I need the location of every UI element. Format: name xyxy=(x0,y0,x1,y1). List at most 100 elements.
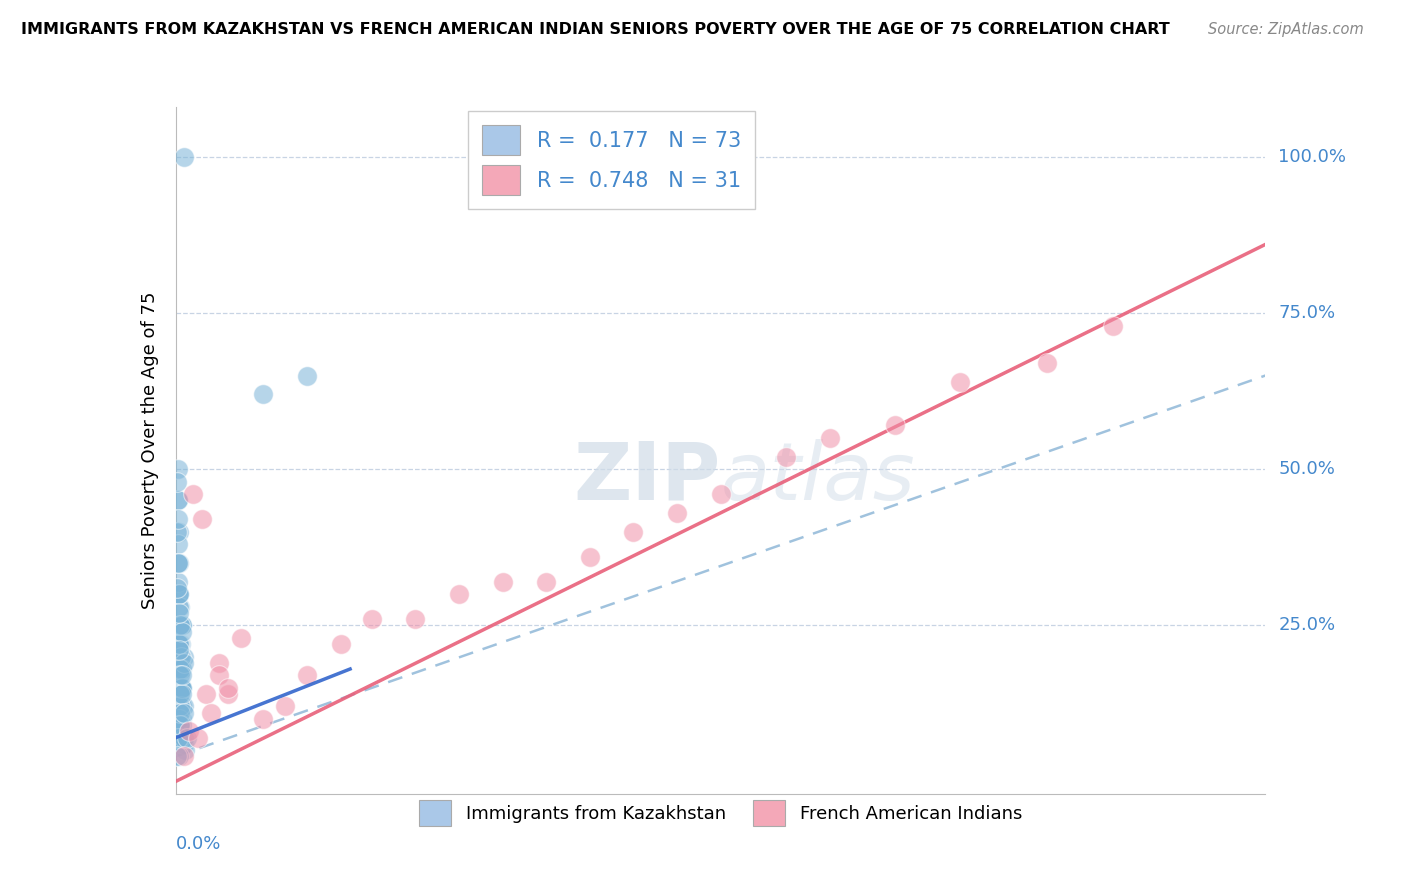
Point xyxy=(200,706,222,720)
Point xyxy=(172,681,194,695)
Point xyxy=(172,718,194,732)
Point xyxy=(169,699,191,714)
Point xyxy=(169,662,191,676)
Point xyxy=(169,731,191,745)
Legend: Immigrants from Kazakhstan, French American Indians: Immigrants from Kazakhstan, French Ameri… xyxy=(412,793,1029,833)
Point xyxy=(447,587,470,601)
Point xyxy=(169,618,191,632)
Point xyxy=(330,637,353,651)
Point xyxy=(169,706,191,720)
Point xyxy=(167,493,190,508)
Text: atlas: atlas xyxy=(721,439,915,517)
Point xyxy=(166,749,188,764)
Point xyxy=(167,731,190,745)
Point xyxy=(360,612,382,626)
Point xyxy=(167,712,190,726)
Point xyxy=(167,574,190,589)
Point xyxy=(818,431,841,445)
Point xyxy=(167,731,190,745)
Point xyxy=(172,699,194,714)
Point xyxy=(172,668,194,682)
Point xyxy=(173,699,195,714)
Text: IMMIGRANTS FROM KAZAKHSTAN VS FRENCH AMERICAN INDIAN SENIORS POVERTY OVER THE AG: IMMIGRANTS FROM KAZAKHSTAN VS FRENCH AME… xyxy=(21,22,1170,37)
Point xyxy=(172,687,194,701)
Point xyxy=(166,581,188,595)
Point xyxy=(621,524,644,539)
Point xyxy=(191,512,214,526)
Point xyxy=(169,699,191,714)
Point xyxy=(167,712,190,726)
Point xyxy=(174,743,197,757)
Point xyxy=(167,599,190,614)
Point xyxy=(884,418,907,433)
Point xyxy=(167,556,190,570)
Point xyxy=(181,487,204,501)
Point xyxy=(231,631,253,645)
Point xyxy=(167,556,190,570)
Y-axis label: Seniors Poverty Over the Age of 75: Seniors Poverty Over the Age of 75 xyxy=(141,292,159,609)
Point xyxy=(166,524,188,539)
Point xyxy=(170,649,193,664)
Point xyxy=(167,587,190,601)
Point xyxy=(579,549,602,564)
Point xyxy=(167,637,190,651)
Point xyxy=(167,512,190,526)
Point xyxy=(177,724,200,739)
Point xyxy=(169,681,191,695)
Text: ZIP: ZIP xyxy=(574,439,721,517)
Point xyxy=(173,150,195,164)
Point xyxy=(169,668,191,682)
Text: 75.0%: 75.0% xyxy=(1278,304,1336,322)
Point xyxy=(252,712,274,726)
Point xyxy=(274,699,297,714)
Point xyxy=(173,649,195,664)
Point xyxy=(173,737,195,751)
Point xyxy=(172,681,194,695)
Point xyxy=(666,506,689,520)
Point xyxy=(167,643,190,657)
Point xyxy=(295,668,318,682)
Point xyxy=(167,537,190,551)
Point xyxy=(173,749,195,764)
Point xyxy=(208,668,231,682)
Point xyxy=(186,731,209,745)
Point xyxy=(169,718,191,732)
Text: 100.0%: 100.0% xyxy=(1278,148,1347,166)
Text: 0.0%: 0.0% xyxy=(176,835,221,853)
Point xyxy=(173,731,195,745)
Point xyxy=(195,687,218,701)
Point xyxy=(167,637,190,651)
Point xyxy=(166,475,188,489)
Point xyxy=(169,618,191,632)
Point xyxy=(172,618,194,632)
Point xyxy=(172,712,194,726)
Point xyxy=(252,387,274,401)
Point xyxy=(1102,318,1125,333)
Text: Source: ZipAtlas.com: Source: ZipAtlas.com xyxy=(1208,22,1364,37)
Text: 50.0%: 50.0% xyxy=(1278,460,1336,478)
Point xyxy=(217,687,239,701)
Point xyxy=(170,637,193,651)
Point xyxy=(169,637,191,651)
Point xyxy=(167,524,190,539)
Point xyxy=(169,712,191,726)
Point xyxy=(1036,356,1059,370)
Point xyxy=(173,706,195,720)
Point xyxy=(169,662,191,676)
Point xyxy=(949,375,972,389)
Point xyxy=(167,587,190,601)
Point xyxy=(492,574,515,589)
Point xyxy=(169,718,191,732)
Point xyxy=(172,662,194,676)
Point xyxy=(169,599,191,614)
Point xyxy=(172,624,194,639)
Point xyxy=(170,662,193,676)
Point xyxy=(169,687,191,701)
Point xyxy=(167,462,190,476)
Point xyxy=(172,681,194,695)
Point xyxy=(208,656,231,670)
Point xyxy=(167,606,190,620)
Point xyxy=(167,731,190,745)
Point xyxy=(710,487,733,501)
Point xyxy=(167,556,190,570)
